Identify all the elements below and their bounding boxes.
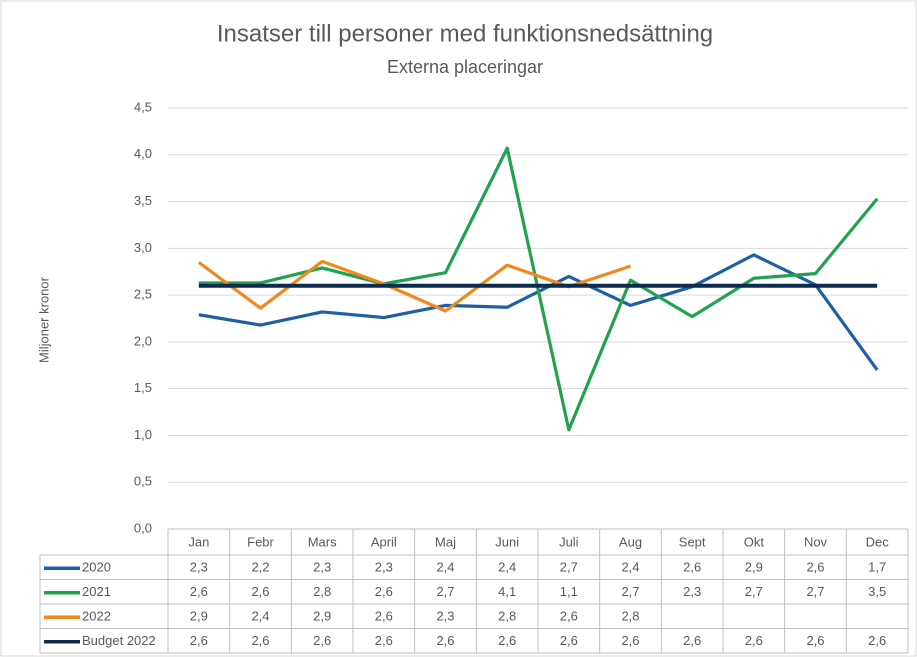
table-value: 2,6 [683,633,701,648]
y-tick-label: 1,5 [134,380,152,395]
table-value: 2,6 [745,633,763,648]
x-tick-label: Sept [679,534,706,549]
table-value: 2,3 [375,560,393,575]
chart-subtitle: Externa placeringar [387,57,543,77]
table-value: 2,6 [806,633,824,648]
table-value: 2,3 [683,584,701,599]
x-tick-label: Jan [188,534,209,549]
y-tick-label: 0,0 [134,520,152,535]
table-value: 2,9 [745,560,763,575]
x-tick-label: April [371,534,397,549]
table-value: 2,9 [190,609,208,624]
table-value: 2,6 [683,560,701,575]
y-tick-label: 4,0 [134,146,152,161]
x-tick-label: Juni [495,534,519,549]
legend-label: Budget 2022 [82,633,156,648]
y-tick-label: 0,5 [134,474,152,489]
table-value: 2,2 [251,560,269,575]
table-value: 2,6 [375,609,393,624]
x-tick-label: Nov [804,534,828,549]
table-value: 2,3 [313,560,331,575]
table-value: 2,4 [251,609,269,624]
legend-label: 2021 [82,584,111,599]
table-value: 2,6 [436,633,454,648]
table-value: 2,7 [745,584,763,599]
table-value: 2,3 [190,560,208,575]
table-value: 2,3 [436,609,454,624]
table-value: 2,7 [806,584,824,599]
table-value: 2,4 [621,560,639,575]
table-value: 2,6 [868,633,886,648]
table-value: 2,6 [190,584,208,599]
table-value: 1,1 [560,584,578,599]
x-tick-label: Juli [559,534,579,549]
table-value: 2,9 [313,609,331,624]
table-value: 2,6 [560,633,578,648]
x-tick-label: Okt [744,534,765,549]
y-tick-label: 4,5 [134,99,152,114]
x-tick-label: Febr [247,534,274,549]
table-value: 2,8 [621,609,639,624]
legend-label: 2022 [82,609,111,624]
table-value: 2,6 [498,633,516,648]
table-value: 2,6 [560,609,578,624]
table-value: 2,8 [498,609,516,624]
table-value: 2,6 [251,584,269,599]
table-value: 2,4 [436,560,454,575]
table-value: 4,1 [498,584,516,599]
table-value: 2,6 [621,633,639,648]
x-tick-label: Maj [435,534,456,549]
table-value: 2,7 [560,560,578,575]
table-value: 2,8 [313,584,331,599]
table-value: 2,6 [313,633,331,648]
y-axis-label: Miljoner kronor [36,276,51,363]
x-tick-label: Dec [866,534,890,549]
legend-label: 2020 [82,560,111,575]
x-tick-label: Aug [619,534,642,549]
y-tick-label: 2,0 [134,333,152,348]
table-value: 2,6 [806,560,824,575]
table-value: 2,4 [498,560,516,575]
table-value: 3,5 [868,584,886,599]
y-tick-label: 2,5 [134,287,152,302]
table-value: 2,6 [375,584,393,599]
table-value: 2,6 [251,633,269,648]
table-value: 2,7 [621,584,639,599]
y-tick-label: 1,0 [134,427,152,442]
x-tick-label: Mars [308,534,337,549]
y-tick-label: 3,0 [134,240,152,255]
series-line [197,259,632,313]
y-tick-label: 3,5 [134,193,152,208]
table-value: 1,7 [868,560,886,575]
table-value: 2,7 [436,584,454,599]
chart-title: Insatser till personer med funktionsneds… [217,20,713,47]
table-value: 2,6 [190,633,208,648]
table-value: 2,6 [375,633,393,648]
